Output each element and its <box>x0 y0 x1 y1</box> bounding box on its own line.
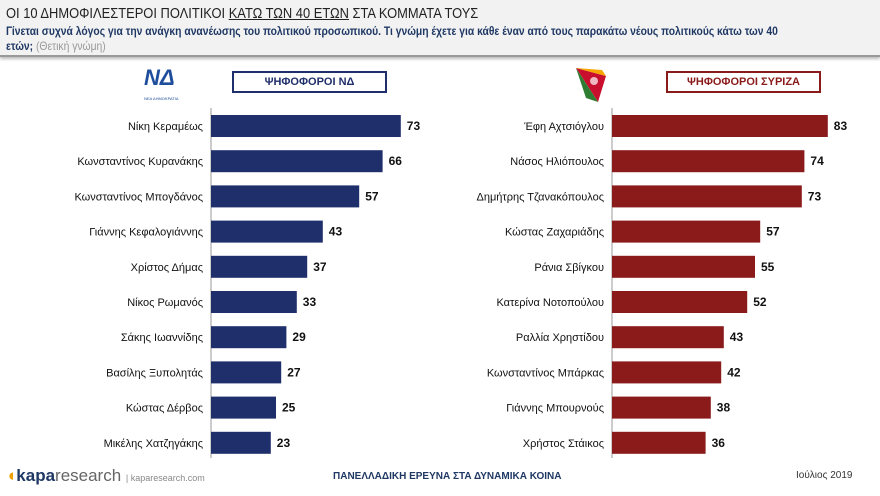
category-label: Γιάννης Μπουρνούς <box>506 403 604 415</box>
category-label: Κώστας Ζαχαριάδης <box>505 227 604 239</box>
title-underlined: ΚΑΤΩ ΤΩΝ 40 ΕΤΩΝ <box>228 5 349 22</box>
data-label: 74 <box>810 154 824 168</box>
category-label: Βασίλης Ξυπολητάς <box>106 367 203 379</box>
brand: kapa <box>16 466 56 485</box>
data-label: 33 <box>303 295 317 309</box>
bar <box>211 361 282 384</box>
bar <box>612 326 724 349</box>
data-label: 36 <box>712 436 726 450</box>
bar <box>612 220 761 243</box>
data-label: 66 <box>389 154 403 168</box>
category-label: Δημήτρης Τζανακόπουλος <box>477 191 605 203</box>
category-label: Κωνσταντίνος Μπάρκας <box>487 367 604 379</box>
legend-syriza: ΨΗΦΟΦΟΡΟΙ ΣΥΡΙΖΑ <box>666 71 821 93</box>
category-label: Κωνσταντίνος Μπογδάνος <box>74 191 203 203</box>
data-label: 25 <box>282 401 296 415</box>
category-label: Νάσος Ηλιόπουλος <box>510 156 604 168</box>
bar <box>211 431 271 454</box>
data-label: 29 <box>292 330 306 344</box>
category-label: Κωνσταντίνος Κυρανάκης <box>77 156 203 168</box>
bar <box>612 115 828 137</box>
page-title: ΟΙ 10 ΔΗΜΟΦΙΛΕΣΤΕΡΟΙ ΠΟΛΙΤΙΚΟΙ ΚΑΤΩ ΤΩΝ … <box>6 5 478 22</box>
category-label: Ραλλία Χρηστίδου <box>516 332 604 344</box>
data-label: 37 <box>313 260 327 274</box>
category-label: Σάκης Ιωαννίδης <box>121 332 203 344</box>
category-label: Νίκη Κεραμέως <box>128 121 203 133</box>
category-label: Νίκος Ρωμανός <box>127 297 203 309</box>
data-label: 57 <box>766 225 780 239</box>
data-label: 83 <box>834 119 848 133</box>
bar <box>612 431 706 454</box>
data-label: 23 <box>277 436 291 450</box>
category-label: Χρήστος Στάικος <box>523 438 604 450</box>
bar <box>612 185 802 208</box>
header: ΟΙ 10 ΔΗΜΟΦΙΛΕΣΤΕΡΟΙ ΠΟΛΙΤΙΚΟΙ ΚΑΤΩ ΤΩΝ … <box>0 0 880 57</box>
question-note: (Θετική γνώμη) <box>35 39 106 53</box>
bar <box>211 115 401 137</box>
data-label: 73 <box>407 119 421 133</box>
kapa-research-logo: ◖kaparesearch | kaparesearch.com <box>6 466 205 485</box>
footer-url: kaparesearch.com <box>130 473 205 483</box>
category-label: Μικέλης Χατζηγάκης <box>104 438 203 450</box>
bar <box>612 150 805 173</box>
category-label: Χρίστος Δήμας <box>131 262 203 274</box>
category-label: Έφη Αχτσιόγλου <box>523 121 604 133</box>
data-label: 42 <box>727 365 741 379</box>
bar <box>612 255 755 278</box>
data-label: 55 <box>761 260 775 274</box>
bar <box>211 396 276 419</box>
survey-name: ΠΑΝΕΛΛΑΔΙΚΗ ΕΡΕΥΝΑ ΣΤΑ ΔΥΝΑΜΙΚΑ ΚΟΙΝΑ <box>333 471 562 482</box>
bar <box>612 361 722 384</box>
question: Γίνεται συχνά λόγος για την ανάγκη ανανέ… <box>6 24 778 53</box>
data-label: 73 <box>808 189 822 203</box>
category-label: Κώστας Δέρβος <box>126 403 203 415</box>
title-part: ΟΙ 10 ΔΗΜΟΦΙΛΕΣΤΕΡΟΙ ΠΟΛΙΤΙΚΟΙ <box>6 5 229 22</box>
bar <box>211 291 297 313</box>
bar <box>211 185 360 208</box>
bar <box>612 396 711 419</box>
data-label: 43 <box>329 225 343 239</box>
bar <box>211 220 323 243</box>
title-part: ΣΤΑ ΚΟΜΜΑΤΑ ΤΟΥΣ <box>348 5 479 22</box>
survey-date: Ιούλιος 2019 <box>796 470 853 481</box>
data-label: 38 <box>717 401 731 415</box>
bar <box>612 291 748 313</box>
bar <box>211 255 308 278</box>
data-label: 43 <box>730 330 744 344</box>
data-label: 52 <box>753 295 767 309</box>
bar <box>211 150 383 173</box>
category-label: Γιάννης Κεφαλογιάννης <box>89 227 203 239</box>
data-label: 27 <box>287 365 301 379</box>
svg-text:ΝΔ: ΝΔ <box>144 66 175 90</box>
svg-text:ΝΕΑ ΔΗΜΟΚΡΑΤΙΑ: ΝΕΑ ΔΗΜΟΚΡΑΤΙΑ <box>144 96 179 101</box>
bar <box>211 326 287 349</box>
syriza-logo <box>572 64 612 104</box>
category-label: Κατερίνα Νοτοπούλου <box>496 297 604 309</box>
category-label: Ράνια Σβίγκου <box>534 262 604 274</box>
nd-logo: ΝΔ ΝΕΑ ΔΗΜΟΚΡΑΤΙΑ <box>142 65 188 104</box>
data-label: 57 <box>365 189 379 203</box>
legend-nd: ΨΗΦΟΦΟΡΟΙ ΝΔ <box>232 71 387 93</box>
brand2: research <box>55 466 122 485</box>
question-text: Γίνεται συχνά λόγος για την ανάγκη ανανέ… <box>6 24 806 54</box>
